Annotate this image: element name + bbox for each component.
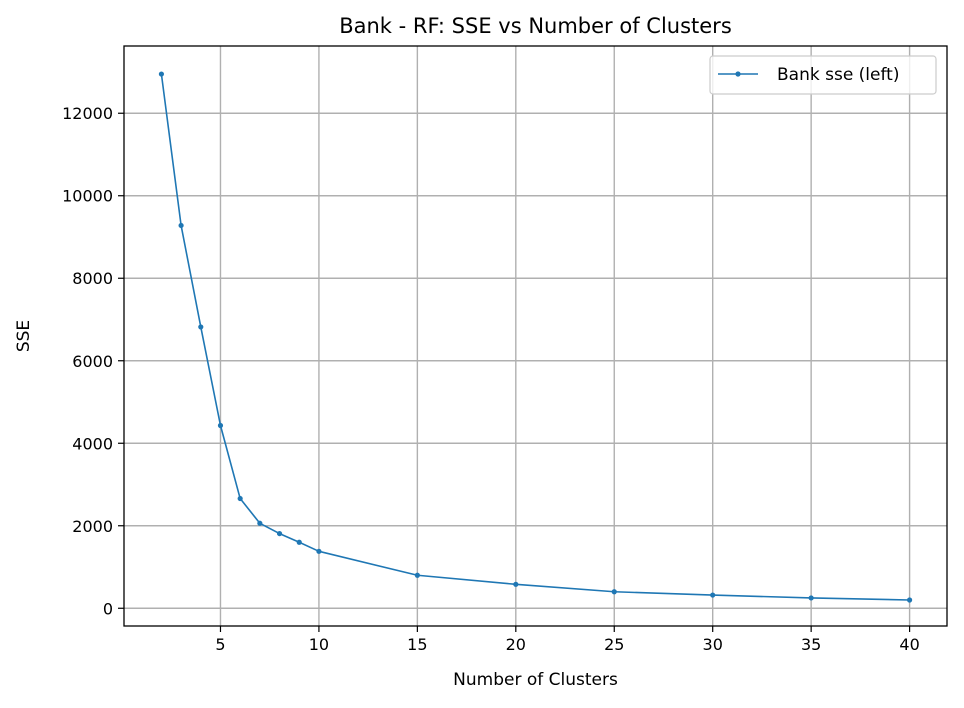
data-point — [611, 589, 617, 595]
data-point — [178, 222, 184, 229]
data-point — [808, 595, 814, 601]
data-point — [513, 581, 519, 587]
y-tick-label: 8000 — [72, 269, 113, 288]
data-point — [316, 548, 322, 554]
x-tick-label: 15 — [407, 635, 427, 654]
x-axis-label: Number of Clusters — [453, 670, 618, 690]
x-tick-label: 5 — [215, 635, 225, 654]
data-point — [276, 530, 283, 537]
legend-box — [709, 55, 937, 95]
series-layer — [158, 71, 913, 603]
x-tick-label: 35 — [801, 635, 821, 654]
y-tick-label: 4000 — [72, 434, 113, 453]
data-point — [257, 520, 263, 526]
plot-frame — [123, 45, 948, 627]
grid-lines — [124, 46, 947, 626]
axis-ticks: 5 10 15 20 25 30 35 40 0 2000 4000 6000 8000 10000 120… — [62, 104, 920, 654]
y-tick-label: 6000 — [72, 352, 113, 371]
data-point — [158, 71, 165, 77]
y-tick-label: 0 — [103, 599, 113, 618]
data-point — [710, 592, 716, 598]
data-point — [237, 495, 243, 502]
data-point — [906, 597, 913, 603]
data-point — [217, 422, 224, 429]
legend: Bank sse (left) — [709, 55, 937, 95]
x-tick-label: 10 — [309, 635, 329, 654]
y-tick-label: 12000 — [62, 104, 113, 123]
x-tick-label: 30 — [703, 635, 723, 654]
data-point — [414, 572, 420, 578]
legend-label: Bank sse (left) — [777, 65, 899, 85]
y-axis-label: SSE — [14, 320, 34, 352]
y-tick-label: 2000 — [72, 517, 113, 536]
x-tick-label: 25 — [604, 635, 624, 654]
y-tick-label: 10000 — [62, 187, 113, 206]
x-tick-label: 20 — [506, 635, 526, 654]
data-point — [198, 324, 204, 330]
x-tick-label: 40 — [899, 635, 919, 654]
legend-marker-swatch — [735, 71, 741, 77]
chart-title: Bank - RF: SSE vs Number of Clusters — [339, 14, 732, 38]
data-point — [296, 539, 302, 545]
